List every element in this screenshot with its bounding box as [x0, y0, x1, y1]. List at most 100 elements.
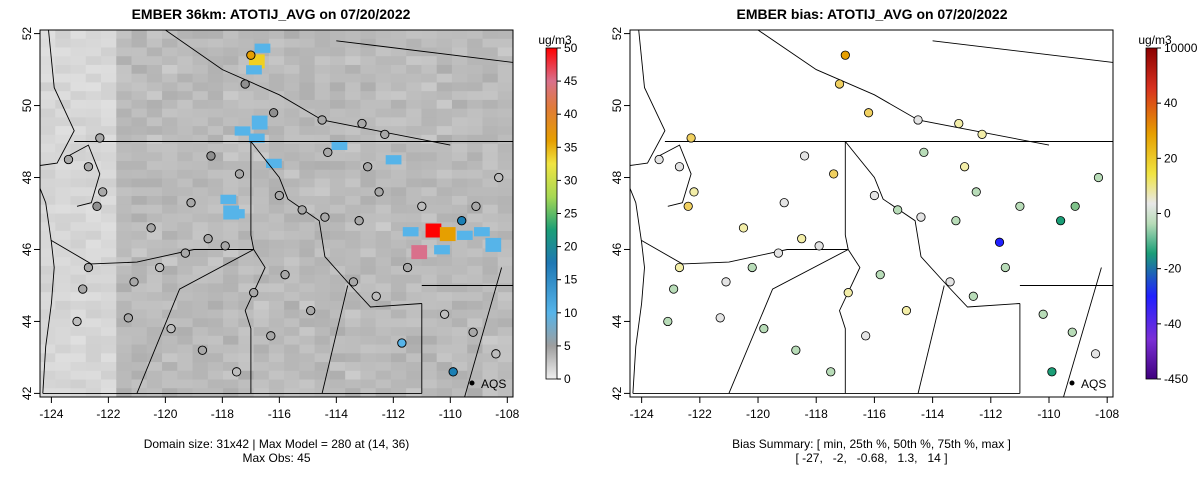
- grid-cell: [482, 379, 499, 389]
- grid-cell: [146, 143, 163, 153]
- grid-cell: [131, 274, 148, 284]
- grid-cell: [360, 187, 377, 197]
- grid-cell: [85, 230, 102, 241]
- grid-cell: [467, 292, 483, 302]
- grid-cell: [390, 379, 407, 389]
- grid-cell: [207, 283, 224, 293]
- grid-cell: [329, 108, 346, 118]
- grid-cell: [116, 178, 133, 188]
- grid-cell: [482, 143, 499, 153]
- grid-cell: [314, 99, 331, 110]
- grid-cell: [421, 73, 438, 83]
- grid-cell: [390, 309, 407, 319]
- grid-cell: [40, 274, 56, 284]
- grid-cell: [467, 187, 483, 197]
- grid-cell: [467, 73, 483, 83]
- grid-cell: [314, 318, 331, 328]
- grid-cell: [40, 344, 56, 354]
- bias-site-marker: [840, 50, 850, 60]
- grid-cell: [131, 283, 148, 293]
- grid-cell: [329, 38, 346, 48]
- grid-cell: [345, 152, 361, 162]
- grid-cell: [268, 178, 285, 188]
- site-marker: [197, 345, 208, 355]
- bias-site-marker: [654, 154, 664, 165]
- grid-cell: [85, 143, 102, 153]
- grid-cell: [55, 265, 72, 276]
- y-tick-label: 44: [610, 314, 624, 328]
- grid-cell: [192, 143, 209, 153]
- site-marker: [439, 309, 450, 319]
- grid-cell: [253, 318, 270, 328]
- grid-cell: [467, 283, 483, 293]
- grid-cell: [101, 318, 117, 328]
- grid-cell: [497, 370, 513, 381]
- grid-cell: [85, 161, 102, 171]
- right-colorbar-unit: ug/m3: [1138, 33, 1172, 47]
- site-marker: [123, 313, 133, 323]
- grid-cell: [390, 38, 407, 48]
- grid-cell: [146, 126, 163, 136]
- grid-cell: [497, 117, 513, 127]
- grid-cell: [406, 309, 422, 319]
- grid-cell: [329, 152, 346, 162]
- grid-cell: [375, 169, 392, 180]
- grid-cell: [284, 274, 300, 284]
- grid-cell: [223, 283, 239, 293]
- grid-cell: [299, 257, 316, 267]
- grid-cell: [268, 73, 285, 83]
- grid-cell: [177, 178, 194, 188]
- grid-cell: [390, 388, 407, 397]
- grid-cell: [70, 152, 87, 162]
- grid-cell: [451, 274, 468, 284]
- grid-cell: [482, 283, 499, 293]
- grid-cell: [146, 82, 163, 92]
- grid-cell: [467, 169, 483, 180]
- grid-cell: [116, 161, 133, 171]
- grid-cell: [116, 292, 133, 302]
- grid-cell: [268, 265, 285, 276]
- grid-cell: [482, 126, 499, 136]
- grid-cell: [497, 161, 513, 171]
- grid-cell: [70, 327, 87, 337]
- grid-cell: [268, 222, 285, 232]
- grid-cell: [207, 91, 224, 101]
- grid-cell: [329, 248, 346, 258]
- grid-cell: [207, 82, 224, 92]
- grid-cell: [436, 265, 453, 276]
- grid-cell: [268, 47, 285, 57]
- grid-cell: [360, 204, 377, 214]
- grid-cell: [497, 143, 513, 153]
- grid-cell: [482, 134, 499, 145]
- grid-cell: [421, 318, 438, 328]
- x-tick-label: -110: [439, 407, 462, 421]
- site-marker: [249, 288, 259, 298]
- grid-cell: [329, 187, 346, 197]
- site-marker: [448, 367, 458, 377]
- grid-cell: [329, 126, 346, 136]
- grid-cell: [162, 108, 178, 118]
- grid-cell: [116, 257, 133, 267]
- right-caption-line2: [ -27, -2, -0.68, 1.3, 14 ]: [795, 451, 948, 465]
- grid-cell: [131, 353, 148, 363]
- grid-cell: [390, 274, 407, 284]
- grid-cell: [207, 222, 224, 232]
- grid-cell: [299, 108, 316, 118]
- grid-cell: [223, 47, 239, 57]
- bias-site-marker: [686, 133, 696, 143]
- grid-cell: [101, 187, 117, 197]
- hotspot-cell: [456, 230, 473, 240]
- grid-cell: [421, 91, 438, 101]
- grid-cell: [207, 309, 224, 319]
- grid-cell: [131, 161, 148, 171]
- grid-cell: [268, 56, 285, 66]
- grid-cell: [360, 117, 377, 127]
- grid-cell: [482, 56, 499, 66]
- grid-cell: [345, 126, 361, 136]
- grid-cell: [177, 30, 194, 40]
- grid-cell: [55, 126, 72, 136]
- grid-cell: [375, 344, 392, 354]
- grid-cell: [390, 318, 407, 328]
- grid-cell: [482, 82, 499, 92]
- grid-cell: [192, 248, 209, 258]
